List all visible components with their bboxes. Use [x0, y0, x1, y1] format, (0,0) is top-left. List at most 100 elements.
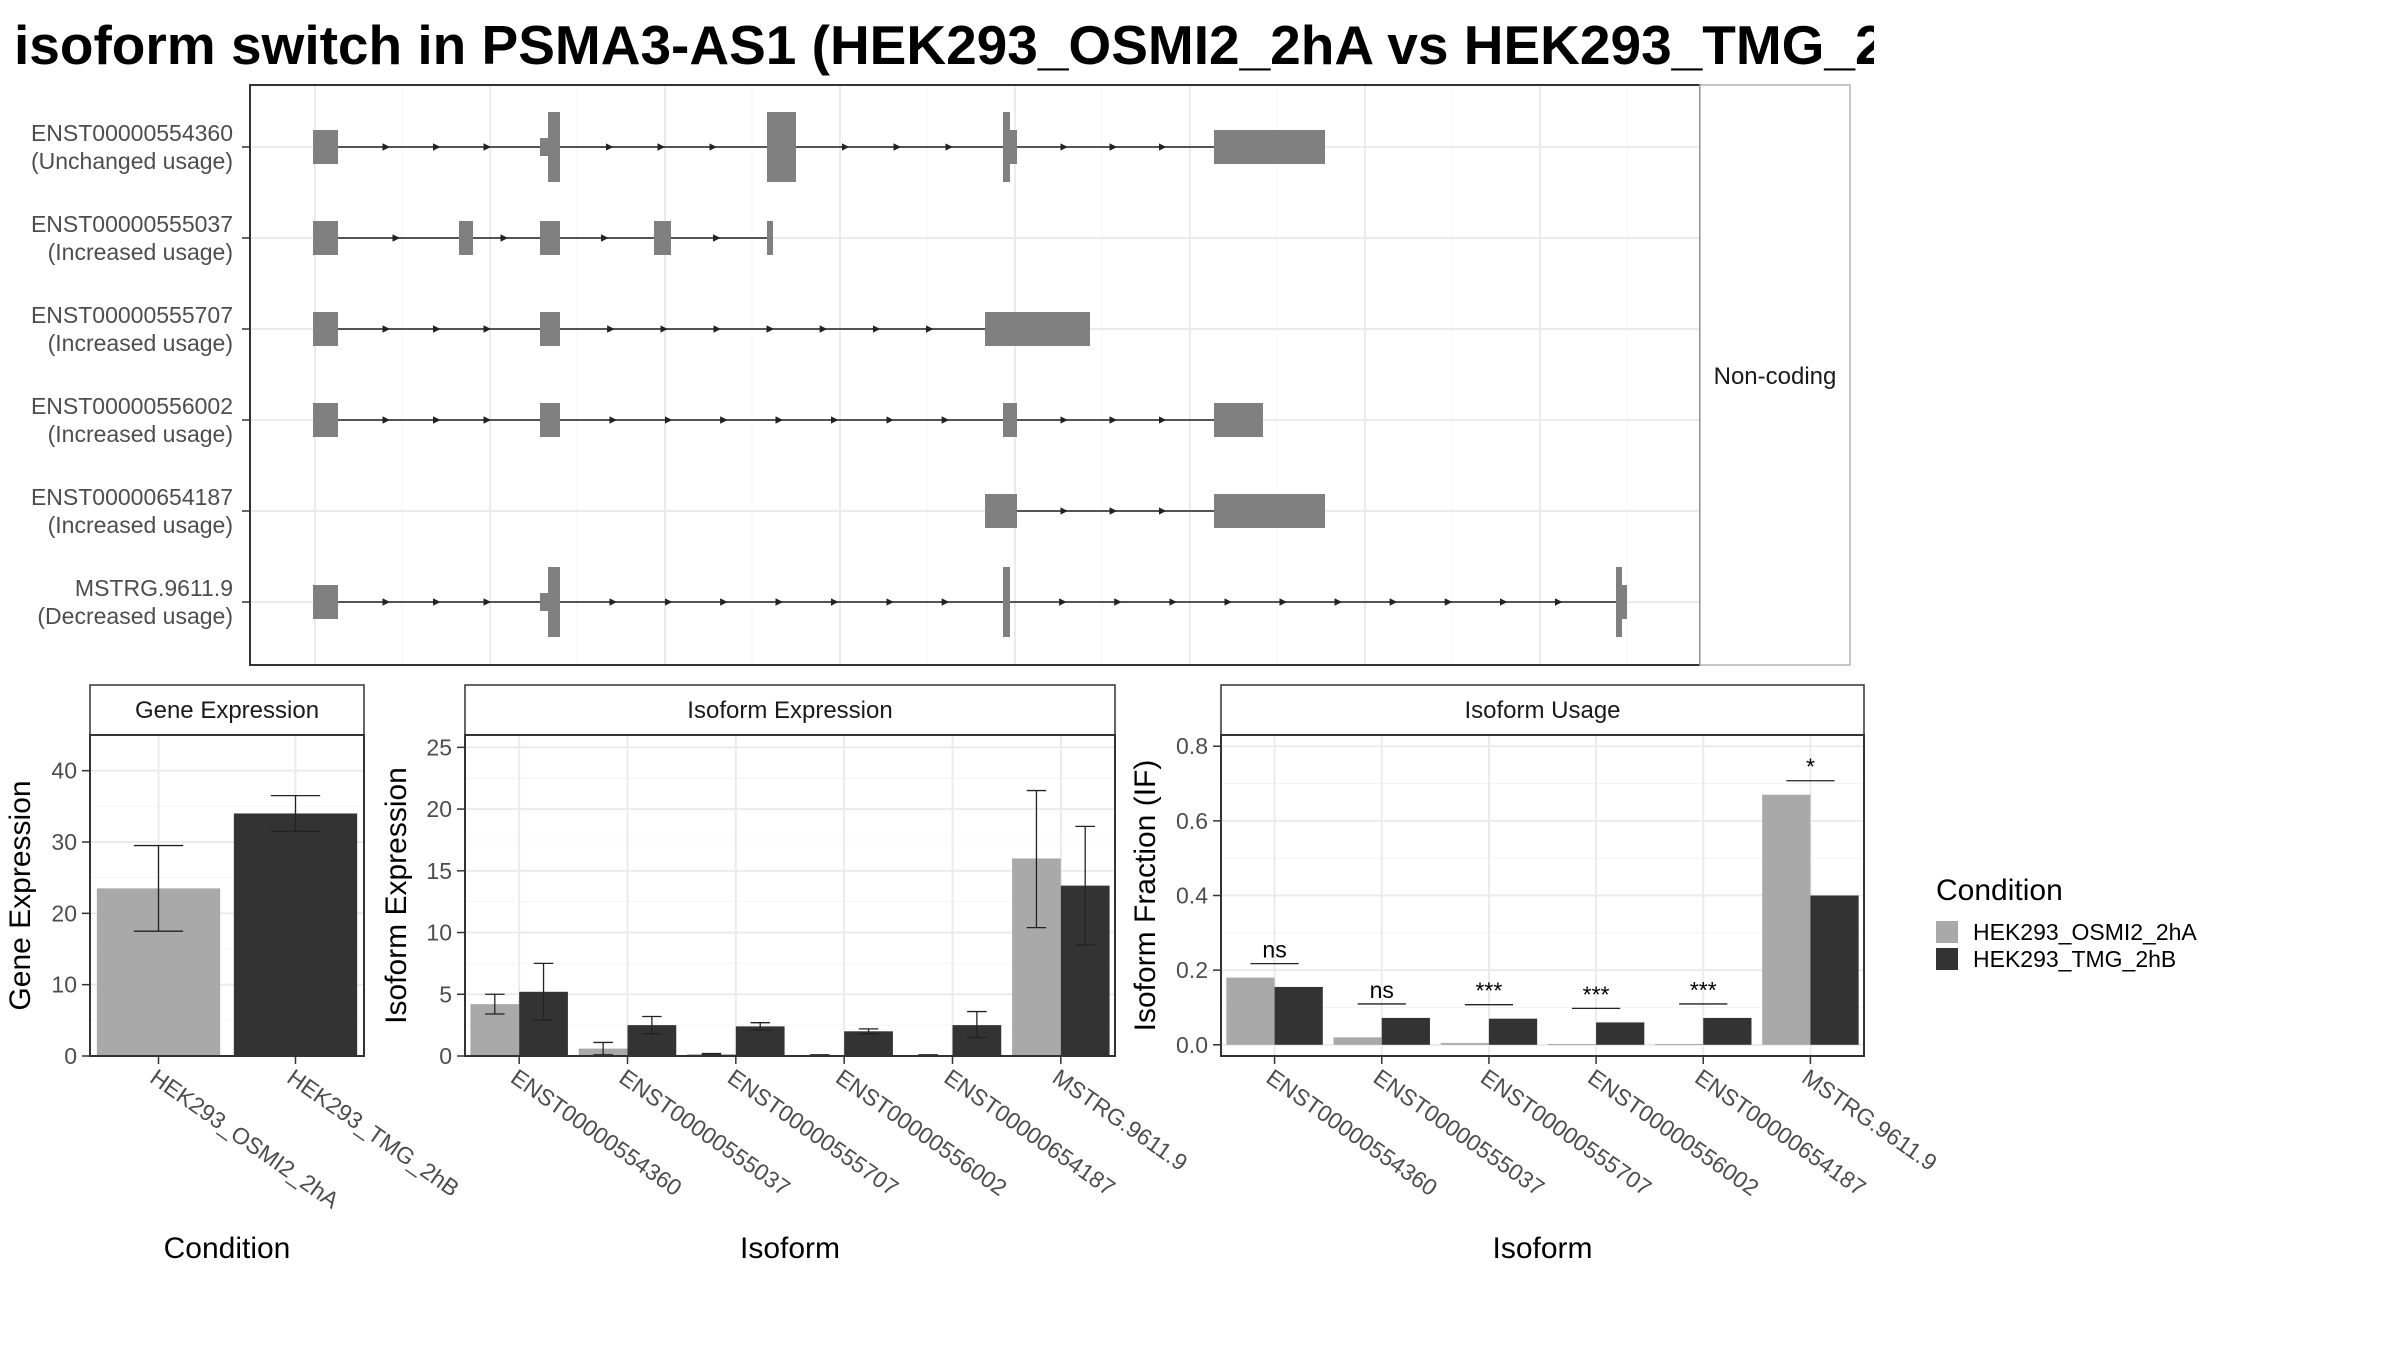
panel-border [464, 734, 1116, 1057]
transcript-usage-label: (Increased usage) [48, 421, 233, 447]
exon [459, 221, 473, 255]
significance-label: *** [1583, 981, 1610, 1007]
bar [1547, 1044, 1597, 1046]
legend-title: Condition [1936, 874, 2063, 907]
exon [540, 312, 560, 346]
transcript-id-label: ENST00000554360 [31, 120, 233, 146]
bar [1381, 1017, 1430, 1045]
facet-strip [1220, 684, 1865, 736]
bar [1226, 977, 1275, 1045]
exon [1010, 130, 1017, 164]
ytick-label: 10 [426, 920, 452, 946]
exon [1214, 494, 1325, 528]
xtick-label: ENST00000555707 [1476, 1064, 1656, 1201]
facet-title: Gene Expression [135, 697, 319, 724]
exon [540, 138, 548, 156]
y-axis-title: Isoform Expression [380, 767, 413, 1024]
bar [1703, 1017, 1752, 1045]
exon [1003, 112, 1010, 182]
exon [540, 221, 560, 255]
exon [1616, 567, 1622, 637]
exon [313, 130, 338, 164]
transcript-id-label: ENST00000556002 [31, 393, 233, 419]
ytick-label: 0.8 [1176, 733, 1208, 759]
transcript-usage-label: (Increased usage) [48, 239, 233, 265]
exon [548, 567, 560, 637]
y-axis-title: Isoform Fraction (IF) [1129, 760, 1162, 1032]
ytick-label: 0.6 [1176, 808, 1208, 834]
bar [1655, 1044, 1704, 1046]
exon [1214, 130, 1325, 164]
bar [1596, 1022, 1645, 1045]
facet-title: Isoform Usage [1464, 697, 1620, 724]
exon [313, 312, 338, 346]
exon [548, 112, 560, 182]
ytick-label: 0 [64, 1043, 77, 1069]
ytick-label: 0.2 [1176, 957, 1208, 983]
bar [233, 813, 358, 1056]
x-axis-title: Condition [164, 1232, 291, 1265]
bar [735, 1026, 785, 1056]
facet-label-noncoding: Non-coding [1714, 363, 1837, 390]
exon [1003, 567, 1010, 637]
legend-label: HEK293_TMG_2hB [1973, 946, 2176, 972]
ytick-label: 5 [439, 981, 452, 1007]
chart-title: isoform switch in PSMA3-AS1 (HEK293_OSMI… [14, 14, 1874, 76]
ytick-label: 25 [426, 734, 452, 760]
ytick-label: 30 [51, 829, 77, 855]
significance-label: *** [1690, 977, 1717, 1003]
y-axis-title: Gene Expression [4, 780, 37, 1010]
facet-strip [89, 684, 365, 736]
legend-label: HEK293_OSMI2_2hA [1973, 919, 2197, 945]
significance-label: ns [1370, 977, 1394, 1003]
exon [767, 112, 796, 182]
exon [654, 221, 671, 255]
transcript-id-label: ENST00000654187 [31, 484, 233, 510]
bar [1274, 986, 1323, 1045]
legend-key [1936, 921, 1958, 943]
exon [540, 403, 560, 437]
transcript-usage-label: (Decreased usage) [37, 603, 233, 629]
transcript-id-label: ENST00000555707 [31, 302, 233, 328]
transcript-id-label: ENST00000555037 [31, 211, 233, 237]
exon [985, 494, 1017, 528]
exon [313, 585, 338, 619]
transcript-id-label: MSTRG.9611.9 [75, 575, 233, 601]
bar [1810, 895, 1859, 1045]
bar [1762, 794, 1811, 1045]
ytick-label: 10 [51, 972, 77, 998]
xtick-label: ENST00000654187 [1690, 1064, 1870, 1201]
exon [313, 403, 338, 437]
transcript-usage-label: (Unchanged usage) [31, 148, 233, 174]
ytick-label: 20 [51, 900, 77, 926]
ytick-label: 40 [51, 758, 77, 784]
ytick-label: 20 [426, 796, 452, 822]
panel-border [89, 734, 365, 1057]
exon [313, 221, 338, 255]
structure-facet-strip [1699, 84, 1851, 666]
x-axis-title: Isoform [1492, 1232, 1592, 1265]
exon [1003, 403, 1017, 437]
exon [767, 221, 773, 255]
exon [1622, 585, 1627, 619]
xtick-label: ENST00000554360 [1262, 1064, 1442, 1201]
ytick-label: 0.0 [1176, 1032, 1208, 1058]
transcript-usage-label: (Increased usage) [48, 512, 233, 538]
bar [1440, 1042, 1489, 1045]
ytick-label: 0.4 [1176, 883, 1208, 909]
transcript-usage-label: (Increased usage) [48, 330, 233, 356]
ytick-label: 0 [439, 1043, 452, 1069]
ytick-label: 15 [426, 858, 452, 884]
xtick-label: ENST00000556002 [1583, 1064, 1763, 1201]
facet-title: Isoform Expression [687, 697, 892, 724]
xtick-label: ENST00000555037 [1369, 1064, 1549, 1201]
significance-label: *** [1475, 978, 1502, 1004]
significance-label: * [1806, 754, 1815, 780]
bar [844, 1031, 893, 1056]
exon [985, 312, 1090, 346]
bar [1488, 1018, 1538, 1045]
x-axis-title: Isoform [740, 1232, 840, 1265]
structure-panel-bg [250, 85, 1700, 665]
exon [1214, 403, 1263, 437]
